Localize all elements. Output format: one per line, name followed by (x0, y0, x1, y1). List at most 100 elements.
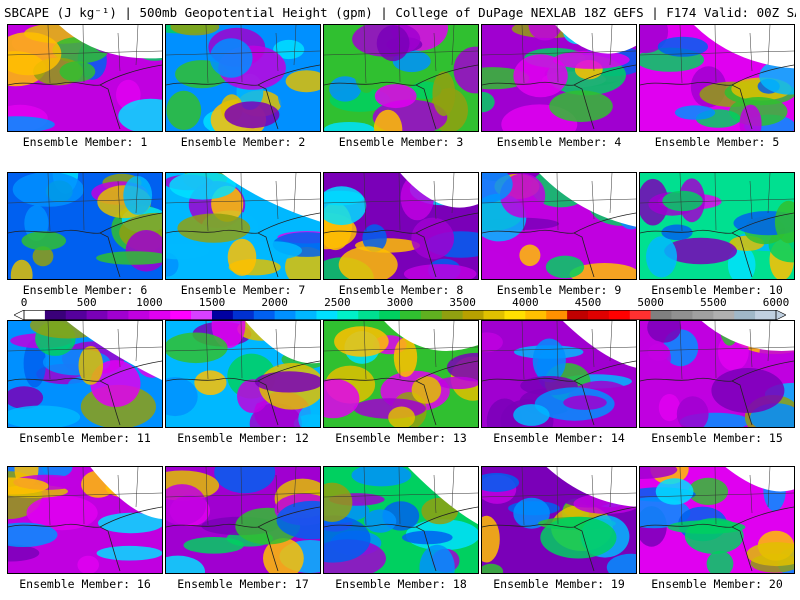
colorbar-bin (420, 310, 443, 320)
cape-blob (739, 104, 762, 131)
ensemble-member-map (323, 320, 479, 428)
cape-blob (324, 482, 353, 522)
colorbar-bin (650, 310, 672, 320)
cape-blob (376, 25, 410, 62)
cape-field (640, 321, 794, 427)
ensemble-member-map (639, 172, 795, 280)
cape-blob (437, 376, 478, 390)
cape-blob (658, 394, 681, 422)
state-borders (324, 173, 478, 232)
cape-blob (42, 467, 73, 478)
colorbar-frame (23, 310, 777, 320)
cape-blob (254, 371, 320, 393)
ensemble-member-label: Ensemble Member: 4 (496, 135, 622, 149)
ensemble-member-label: Ensemble Member: 1 (22, 135, 148, 149)
ensemble-member-label: Ensemble Member: 2 (180, 135, 306, 149)
cape-blob (606, 553, 636, 573)
colorbar-bin (86, 310, 108, 320)
cape-blob (482, 473, 520, 492)
cape-blob (177, 213, 251, 243)
colorbar-bin (671, 310, 693, 320)
cape-blob (166, 377, 198, 417)
state-borders (8, 173, 162, 232)
cape-blob (183, 537, 244, 554)
coastline (166, 506, 320, 572)
cape-blob (12, 173, 84, 207)
cape-field (8, 173, 162, 279)
cape-blob (324, 515, 371, 563)
cape-blob (552, 50, 630, 69)
low-cape-region (562, 321, 636, 368)
cape-blob (676, 396, 709, 427)
colorbar-bin (316, 310, 338, 320)
cape-blob (664, 237, 737, 265)
colorbar-bin (337, 310, 359, 320)
cape-blob (21, 231, 67, 251)
cape-blob (32, 246, 54, 267)
cape-colorbar (14, 310, 786, 320)
cape-blob (746, 542, 794, 567)
colorbar-bin (170, 310, 192, 320)
cape-blob (482, 91, 495, 113)
ensemble-member-map (323, 466, 479, 574)
cape-field (8, 321, 162, 427)
cape-blob (545, 255, 585, 279)
state-borders (8, 467, 162, 526)
state-borders (166, 321, 320, 380)
ensemble-member-map (323, 172, 479, 280)
cape-blob (324, 378, 360, 419)
cape-blob (688, 477, 729, 505)
coastline (482, 212, 636, 278)
cape-blob (194, 370, 227, 395)
cape-field (482, 173, 636, 279)
cape-blob (662, 190, 703, 212)
cape-blob (393, 337, 418, 377)
cape-field (324, 173, 478, 279)
colorbar-bin (44, 310, 67, 320)
cape-blob (402, 530, 453, 545)
colorbar-bin (232, 310, 255, 320)
ensemble-member-label: Ensemble Member: 15 (651, 431, 783, 445)
low-cape-region (725, 467, 794, 492)
colorbar-bin (546, 310, 568, 320)
ensemble-member-map (639, 320, 795, 428)
cape-blob (10, 259, 33, 279)
colorbar-bin (588, 310, 610, 320)
cape-blob (549, 90, 613, 122)
ensemble-member-label: Ensemble Member: 14 (493, 431, 625, 445)
low-cape-region (407, 467, 478, 525)
cape-field (166, 321, 320, 427)
ensemble-member-label: Ensemble Member: 16 (19, 577, 151, 591)
low-cape-region (58, 25, 162, 59)
coastline (166, 360, 320, 426)
cape-blob (123, 176, 153, 215)
cape-blob (411, 376, 442, 404)
cape-blob (285, 70, 320, 93)
colorbar-tick-label: 2000 (261, 296, 288, 309)
cape-blob (170, 25, 220, 36)
colorbar-bin (629, 310, 651, 320)
ensemble-member-label: Ensemble Member: 7 (180, 283, 306, 297)
cape-blob (446, 352, 478, 382)
cape-blob (646, 236, 677, 278)
cape-blob (640, 467, 678, 479)
coastline (8, 64, 162, 130)
ensemble-member-map (165, 172, 321, 280)
cape-blob (263, 538, 304, 573)
colorbar-bin (358, 310, 380, 320)
cape-blob (364, 509, 397, 533)
cape-blob (482, 515, 500, 563)
colorbar-bin (379, 310, 401, 320)
cape-blob (26, 495, 98, 531)
cape-blob (241, 241, 302, 260)
cape-blob (298, 405, 320, 427)
low-cape-region (90, 467, 162, 519)
state-borders (8, 321, 162, 380)
map-title: SBCAPE (J kg⁻¹) | 500mb Geopotential Hei… (4, 5, 796, 20)
cape-blob (98, 512, 162, 534)
ensemble-member-map (481, 172, 637, 280)
colorbar-bin (107, 310, 129, 320)
coastline (640, 506, 794, 572)
ensemble-member-label: Ensemble Member: 5 (654, 135, 780, 149)
cape-blob (569, 263, 636, 279)
